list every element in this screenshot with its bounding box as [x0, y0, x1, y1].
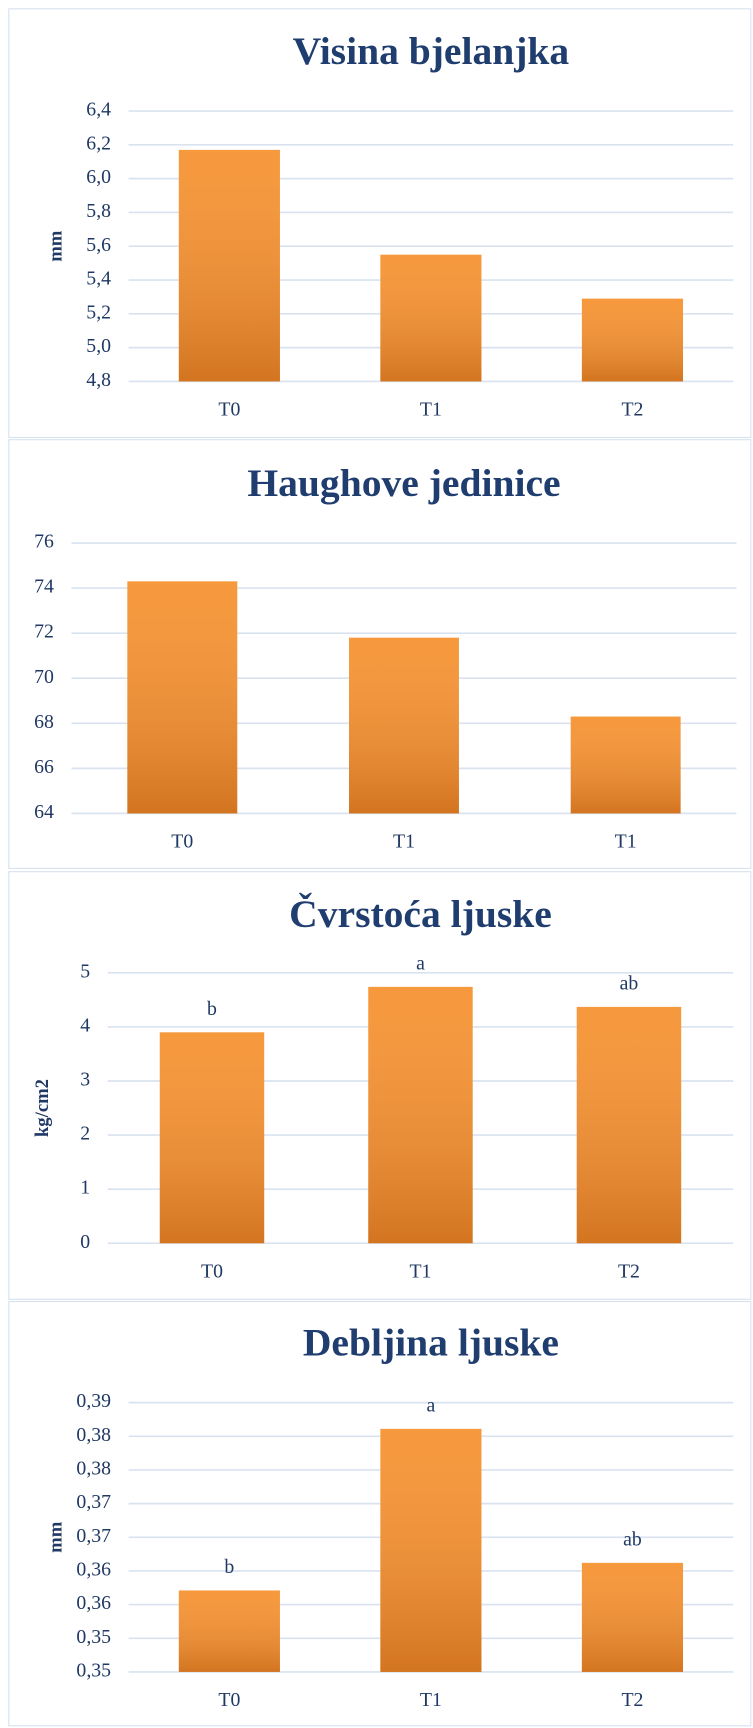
bar-shade: [581, 1562, 684, 1672]
x-tick-label: T1: [420, 1689, 442, 1711]
y-tick-label: 0: [80, 1231, 90, 1253]
y-tick-label: 74: [34, 576, 54, 598]
y-tick-label: 0,38: [76, 1458, 111, 1480]
annotation: a: [427, 1394, 436, 1416]
y-tick-label: 6,0: [86, 166, 111, 188]
bar-shade: [581, 298, 684, 382]
y-tick-label: 0,37: [76, 1491, 111, 1513]
x-tick-label: T1: [393, 831, 415, 853]
bar-shade: [380, 254, 482, 382]
y-tick-label: 5,0: [86, 335, 111, 357]
x-tick-label: T2: [621, 399, 643, 421]
annotation: ab: [620, 972, 639, 994]
y-tick-label: 0,37: [76, 1525, 111, 1547]
bar-shade: [178, 1590, 280, 1672]
annotation: b: [224, 1556, 234, 1578]
y-axis-label: kg/cm2: [32, 1079, 53, 1137]
x-tick-label: T1: [420, 399, 442, 421]
bar-shade: [570, 716, 681, 814]
x-tick-label: T1: [615, 831, 637, 853]
x-tick-label: T0: [171, 831, 193, 853]
bar-shade: [576, 1006, 682, 1244]
chart-title: Visina bjelanjka: [293, 29, 570, 73]
annotation: ab: [623, 1528, 642, 1550]
y-tick-label: 4,8: [86, 369, 111, 391]
y-tick-label: 0,39: [76, 1390, 111, 1412]
bar-shade: [368, 986, 473, 1244]
chart-title: Čvrstoća ljuske: [289, 891, 552, 936]
y-tick-label: 4: [80, 1014, 90, 1036]
annotation: b: [207, 998, 217, 1020]
y-tick-label: 5: [80, 960, 90, 982]
y-tick-label: 5,4: [86, 268, 111, 290]
bar-shade: [380, 1428, 482, 1672]
y-tick-label: 76: [34, 531, 54, 553]
x-tick-label: T0: [218, 1689, 240, 1711]
y-tick-label: 5,6: [86, 234, 111, 256]
panel: [8, 1300, 752, 1727]
y-tick-label: 70: [34, 666, 54, 688]
y-tick-label: 66: [34, 756, 54, 778]
y-tick-label: 6,4: [86, 99, 111, 121]
y-tick-label: 5,8: [86, 200, 111, 222]
x-tick-label: T2: [618, 1260, 640, 1282]
panel: [8, 8, 752, 439]
chart-title: Debljina ljuske: [303, 1321, 559, 1365]
bar-shade: [178, 149, 280, 382]
y-tick-label: 6,2: [86, 132, 111, 154]
x-tick-label: T0: [218, 399, 240, 421]
bar-shade: [159, 1032, 265, 1244]
panel: [8, 871, 752, 1300]
bar-shade: [349, 637, 459, 814]
y-tick-label: 72: [34, 621, 54, 643]
y-axis-label: mm: [45, 1521, 66, 1553]
y-tick-label: 0,36: [76, 1592, 111, 1614]
panel: [8, 439, 752, 869]
y-tick-label: 0,35: [76, 1626, 111, 1648]
y-tick-label: 3: [80, 1069, 90, 1091]
y-tick-label: 64: [34, 801, 54, 823]
y-tick-label: 0,36: [76, 1558, 111, 1580]
y-tick-label: 1: [80, 1177, 90, 1199]
annotation: a: [416, 952, 425, 974]
y-tick-label: 5,2: [86, 301, 111, 323]
x-tick-label: T0: [201, 1260, 223, 1282]
chart-title: Haughove jedinice: [247, 461, 560, 505]
y-axis-label: mm: [45, 230, 66, 262]
y-tick-label: 0,38: [76, 1424, 111, 1446]
bar-shade: [127, 581, 238, 814]
y-tick-label: 2: [80, 1123, 90, 1145]
y-tick-label: 68: [34, 711, 54, 733]
x-tick-label: T1: [409, 1260, 431, 1282]
x-tick-label: T2: [621, 1689, 643, 1711]
y-tick-label: 0,35: [76, 1659, 111, 1681]
